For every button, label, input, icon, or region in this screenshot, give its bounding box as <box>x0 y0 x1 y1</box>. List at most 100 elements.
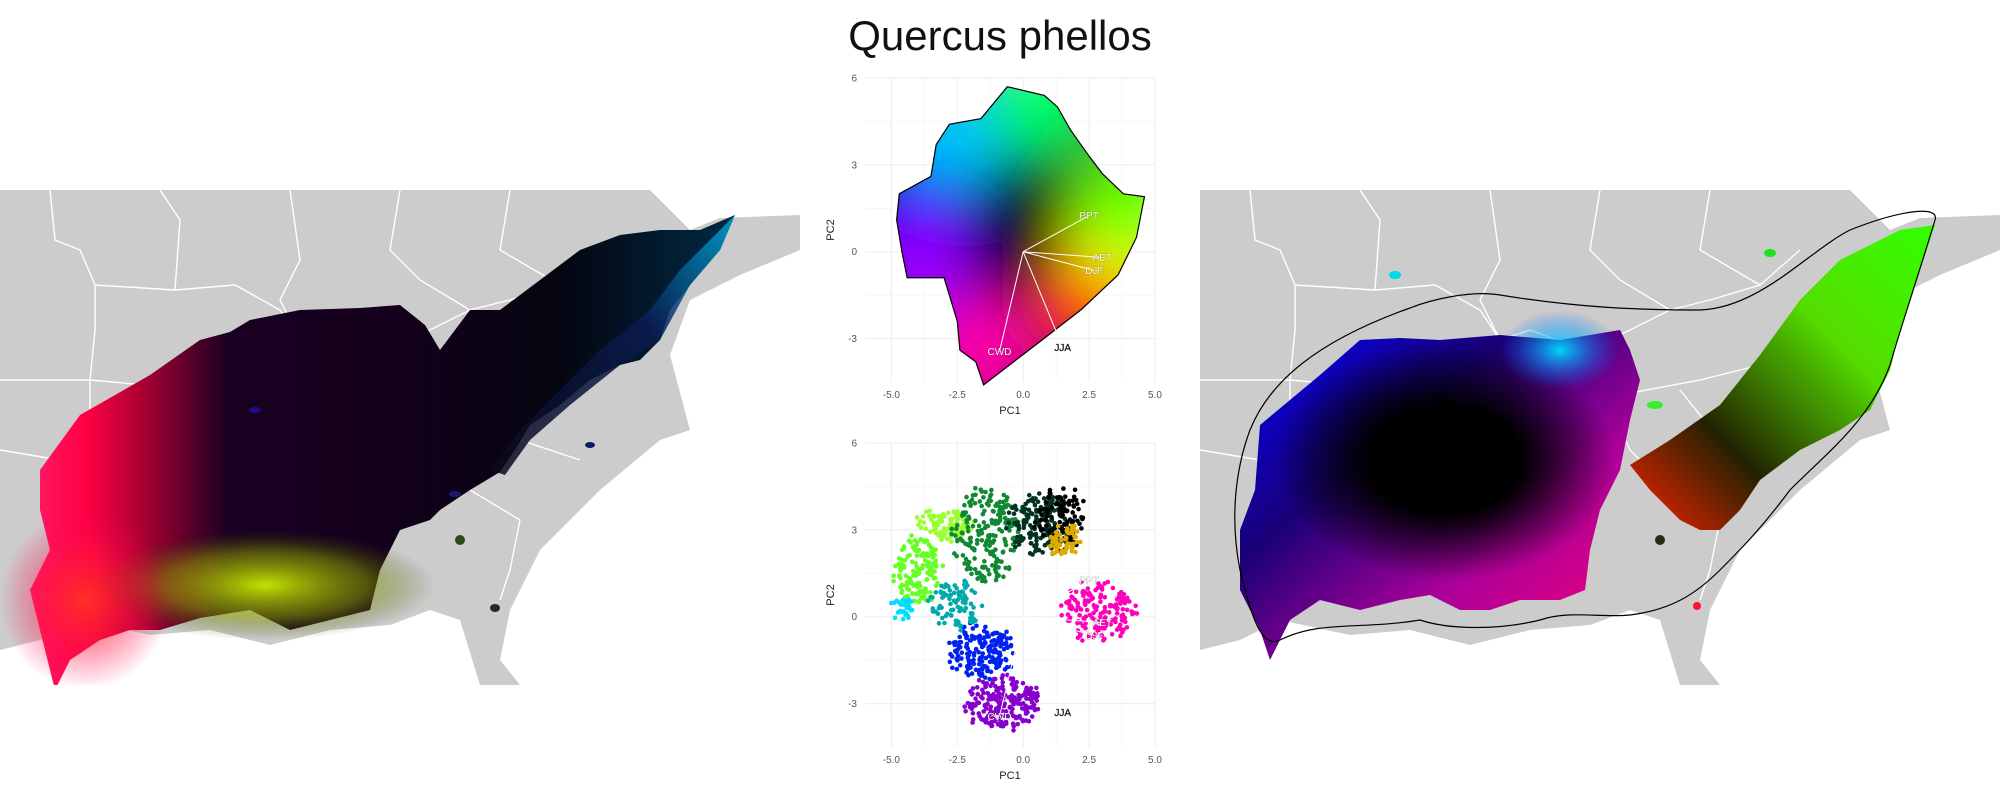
occurrence-point <box>974 537 980 543</box>
occurrence-point <box>1114 597 1120 602</box>
occurrence-point <box>989 517 995 523</box>
occurrence-point <box>1046 507 1051 513</box>
occurrence-point <box>901 565 907 571</box>
occurrence-point <box>1113 616 1118 621</box>
occurrence-point <box>957 644 963 650</box>
occurrence-point <box>1011 723 1017 729</box>
occurrence-point <box>1079 526 1084 531</box>
occurrence-point <box>920 563 926 568</box>
range-outlier-4 <box>455 535 465 545</box>
occurrence-point <box>1012 699 1017 704</box>
occurrence-point <box>919 595 924 600</box>
occurrence-point <box>1045 513 1050 519</box>
y-tick-label: 0 <box>851 612 857 623</box>
x-axis-title: PC1 <box>999 770 1020 782</box>
occurrence-point <box>1070 545 1075 550</box>
occurrence-point <box>975 576 980 581</box>
occurrence-point <box>998 658 1004 663</box>
occurrence-point <box>947 640 952 646</box>
occurrence-point <box>1103 615 1108 620</box>
occurrence-point <box>987 711 993 717</box>
occurrence-point <box>991 643 997 648</box>
occurrence-point <box>979 527 984 533</box>
vector-label: CWD <box>988 712 1012 723</box>
x-tick-label: 2.5 <box>1082 755 1096 766</box>
occurrence-point <box>937 532 943 538</box>
occurrence-point <box>922 558 928 563</box>
pca-occurrence-svg: PPT AET DJF JJA CWD -5.0 -2.5 0.0 2.5 5.0 -3 0 3 6 P… <box>825 439 1162 783</box>
occurrence-point <box>981 709 986 714</box>
occurrence-point <box>1021 520 1027 525</box>
occurrence-point <box>1004 629 1009 635</box>
occurrence-point <box>973 485 978 491</box>
occurrence-point <box>1068 536 1073 542</box>
occurrence-point <box>1078 539 1083 545</box>
occurrence-point <box>997 504 1002 510</box>
occurrence-point <box>994 564 999 569</box>
occurrence-point <box>979 667 985 672</box>
occurrence-point <box>909 533 914 538</box>
occurrence-point <box>993 518 999 524</box>
occurrence-point <box>1080 638 1085 643</box>
vector-line <box>1023 616 1103 624</box>
occurrence-point <box>956 511 962 517</box>
occurrence-point <box>902 557 908 563</box>
occurrence-point <box>1004 525 1009 531</box>
range-hull-cyan-edge <box>1500 310 1620 390</box>
occurrence-point <box>1034 514 1039 519</box>
occurrence-point <box>1016 692 1022 698</box>
occurrence-point <box>960 530 965 536</box>
occurrence-point <box>949 539 954 544</box>
occurrence-point <box>998 515 1003 521</box>
occurrence-point <box>892 615 898 621</box>
occurrence-point <box>1038 517 1044 523</box>
occurrence-point <box>969 497 975 503</box>
occurrence-point <box>980 717 986 722</box>
occurrence-point <box>982 559 987 564</box>
occurrence-point <box>1064 544 1070 550</box>
occurrence-point <box>1113 619 1118 625</box>
x-tick-label: -5.0 <box>883 390 901 401</box>
range-outlier-3 <box>449 491 461 497</box>
occurrence-point <box>1035 499 1041 505</box>
pca-hull-vectors: PPT AET DJF JJA CWD <box>987 211 1112 358</box>
occurrence-point <box>1119 614 1125 620</box>
occurrence-point <box>987 543 992 548</box>
occurrence-point <box>1032 520 1038 525</box>
occurrence-point <box>1003 504 1009 510</box>
pca-occurrence-panel: PPT AET DJF JJA CWD -5.0 -2.5 0.0 2.5 5.0 -3 0 3 6 P… <box>820 435 1162 805</box>
occurrence-point <box>916 522 921 528</box>
occurrence-point <box>1034 538 1039 544</box>
occurrence-point <box>1073 589 1079 595</box>
occurrence-point <box>1085 586 1091 591</box>
occurrence-point <box>988 704 994 710</box>
hull-outlier-green <box>1647 401 1663 409</box>
occurrence-point <box>948 601 953 607</box>
occurrence-point <box>986 571 992 577</box>
occurrence-point <box>916 598 922 604</box>
occurrence-point <box>969 545 975 551</box>
occurrence-point <box>994 556 1000 562</box>
occurrence-point <box>939 514 944 520</box>
occurrence-point <box>1008 635 1013 641</box>
occurrence-point <box>1040 527 1046 532</box>
occurrence-point <box>938 589 944 594</box>
hull-dark-center <box>975 186 1072 283</box>
occurrence-point <box>911 583 916 589</box>
y-tick-label: 0 <box>851 247 857 258</box>
occurrence-point <box>953 618 959 624</box>
pca-hull-fill <box>896 86 1145 385</box>
occurrence-point <box>990 540 996 545</box>
occurrence-point <box>1011 683 1016 689</box>
pca-occurrence-vectors: PPT AET DJF JJA CWD <box>987 576 1112 723</box>
hull-color-region <box>989 86 1100 157</box>
occurrence-point <box>1083 614 1089 619</box>
vector-label: CWD <box>988 347 1012 358</box>
occurrence-point <box>975 691 981 697</box>
occurrence-point <box>1070 498 1076 504</box>
occurrence-point <box>1012 544 1018 550</box>
occurrence-point <box>948 520 954 526</box>
occurrence-point <box>1004 497 1009 503</box>
occurrence-point <box>1011 511 1017 516</box>
occurrence-point <box>939 605 944 610</box>
